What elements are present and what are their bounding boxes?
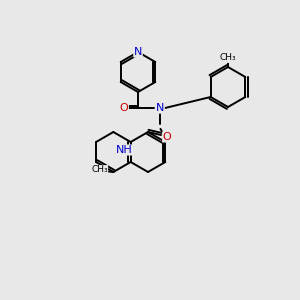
Text: O: O bbox=[120, 103, 128, 113]
Text: N: N bbox=[156, 103, 164, 113]
Text: CH₃: CH₃ bbox=[220, 53, 236, 62]
Text: N: N bbox=[134, 47, 142, 57]
Text: NH: NH bbox=[116, 145, 133, 155]
Text: O: O bbox=[163, 132, 171, 142]
Text: CH₃: CH₃ bbox=[91, 166, 108, 175]
